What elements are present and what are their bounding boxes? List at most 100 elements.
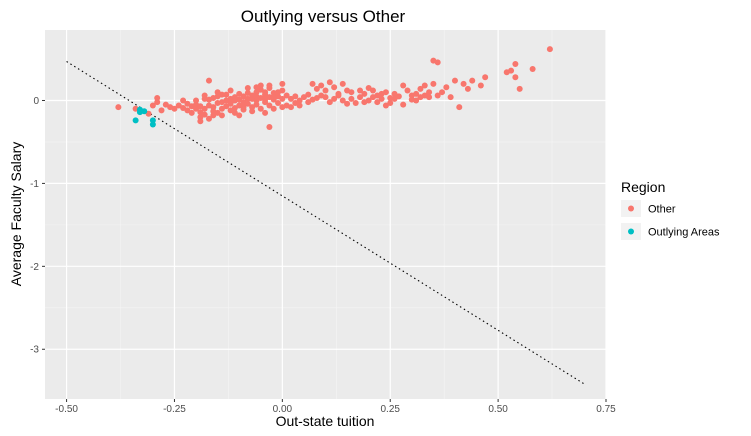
point-other: [115, 104, 122, 111]
point-other: [417, 94, 424, 101]
y-tick-label: -2: [30, 262, 39, 273]
point-other: [374, 99, 381, 106]
point-other: [262, 109, 269, 116]
point-other: [318, 92, 325, 99]
point-other: [404, 87, 411, 94]
point-other: [279, 95, 286, 102]
point-other: [201, 111, 208, 118]
point-other: [313, 85, 320, 92]
point-other: [253, 93, 260, 100]
point-other: [460, 80, 467, 87]
point-other: [512, 74, 519, 81]
legend-label-outlying-areas: Outlying Areas: [648, 227, 720, 239]
legend-label-other: Other: [648, 204, 676, 216]
point-other: [287, 104, 294, 111]
point-other: [244, 85, 251, 92]
x-tick-label: 0.50: [488, 404, 508, 415]
point-other: [318, 82, 325, 89]
x-tick-label: 0.25: [380, 404, 400, 415]
point-other: [546, 46, 553, 53]
point-other: [296, 102, 303, 109]
point-other: [257, 105, 264, 112]
point-other: [529, 65, 536, 72]
point-other: [344, 100, 351, 107]
x-tick-label: 0.00: [273, 404, 293, 415]
point-outlying-areas: [149, 117, 156, 124]
point-other: [331, 95, 338, 102]
point-other: [369, 87, 376, 94]
point-other: [154, 94, 161, 101]
point-other: [361, 90, 368, 97]
point-other: [158, 107, 165, 114]
point-other: [154, 99, 161, 106]
point-other: [400, 101, 407, 108]
y-axis-title: Average Faculty Salary: [8, 142, 24, 286]
point-other: [348, 89, 355, 96]
point-other: [253, 101, 260, 108]
point-other: [508, 67, 515, 74]
point-other: [391, 95, 398, 102]
point-other: [210, 112, 217, 119]
point-other: [305, 91, 312, 98]
x-tick-label: -0.25: [163, 404, 186, 415]
y-tick-label: -1: [30, 179, 39, 190]
point-other: [236, 112, 243, 119]
point-other: [378, 90, 385, 97]
plot-panel: [45, 30, 606, 399]
point-other: [434, 92, 441, 99]
point-other: [205, 115, 212, 122]
point-other: [417, 85, 424, 92]
point-other: [279, 80, 286, 87]
point-other: [339, 80, 346, 87]
point-outlying-areas: [141, 108, 148, 115]
legend-marker-other: [628, 205, 634, 212]
point-other: [201, 92, 208, 99]
point-other: [218, 112, 225, 119]
point-other: [266, 102, 273, 109]
point-other: [482, 74, 489, 81]
point-other: [326, 99, 333, 106]
point-other: [322, 87, 329, 94]
legend-title: Region: [621, 179, 665, 195]
point-other: [451, 77, 458, 84]
points-layer: [115, 46, 553, 131]
point-other: [253, 84, 260, 91]
point-other: [421, 82, 428, 89]
x-tick-label: -0.50: [55, 404, 78, 415]
y-axis: 0 -1 -2 -3: [30, 96, 45, 356]
point-other: [218, 91, 225, 98]
point-other: [469, 77, 476, 84]
point-other: [382, 102, 389, 109]
legend-marker-outlying-areas: [628, 228, 634, 235]
point-other: [262, 96, 269, 103]
point-other: [296, 97, 303, 104]
point-other: [443, 84, 450, 91]
point-other: [464, 85, 471, 92]
point-other: [413, 90, 420, 97]
point-other: [292, 93, 299, 100]
point-other: [339, 97, 346, 104]
point-other: [171, 105, 178, 112]
point-other: [516, 85, 523, 92]
point-other: [275, 99, 282, 106]
point-other: [249, 108, 256, 115]
point-other: [434, 59, 441, 66]
point-other: [430, 80, 437, 87]
point-other: [335, 92, 342, 99]
point-other: [331, 84, 338, 91]
point-other: [197, 118, 204, 125]
point-other: [378, 95, 385, 102]
point-other: [266, 124, 273, 131]
point-other: [439, 89, 446, 96]
point-other: [244, 95, 251, 102]
x-axis: -0.50 -0.25 0.00 0.25 0.50 0.75: [55, 399, 616, 415]
point-other: [361, 99, 368, 106]
point-other: [193, 97, 200, 104]
point-other: [447, 94, 454, 101]
point-other: [352, 99, 359, 106]
chart-title: Outlying versus Other: [241, 7, 406, 26]
point-other: [357, 94, 364, 101]
point-other: [205, 77, 212, 84]
point-other: [357, 87, 364, 94]
